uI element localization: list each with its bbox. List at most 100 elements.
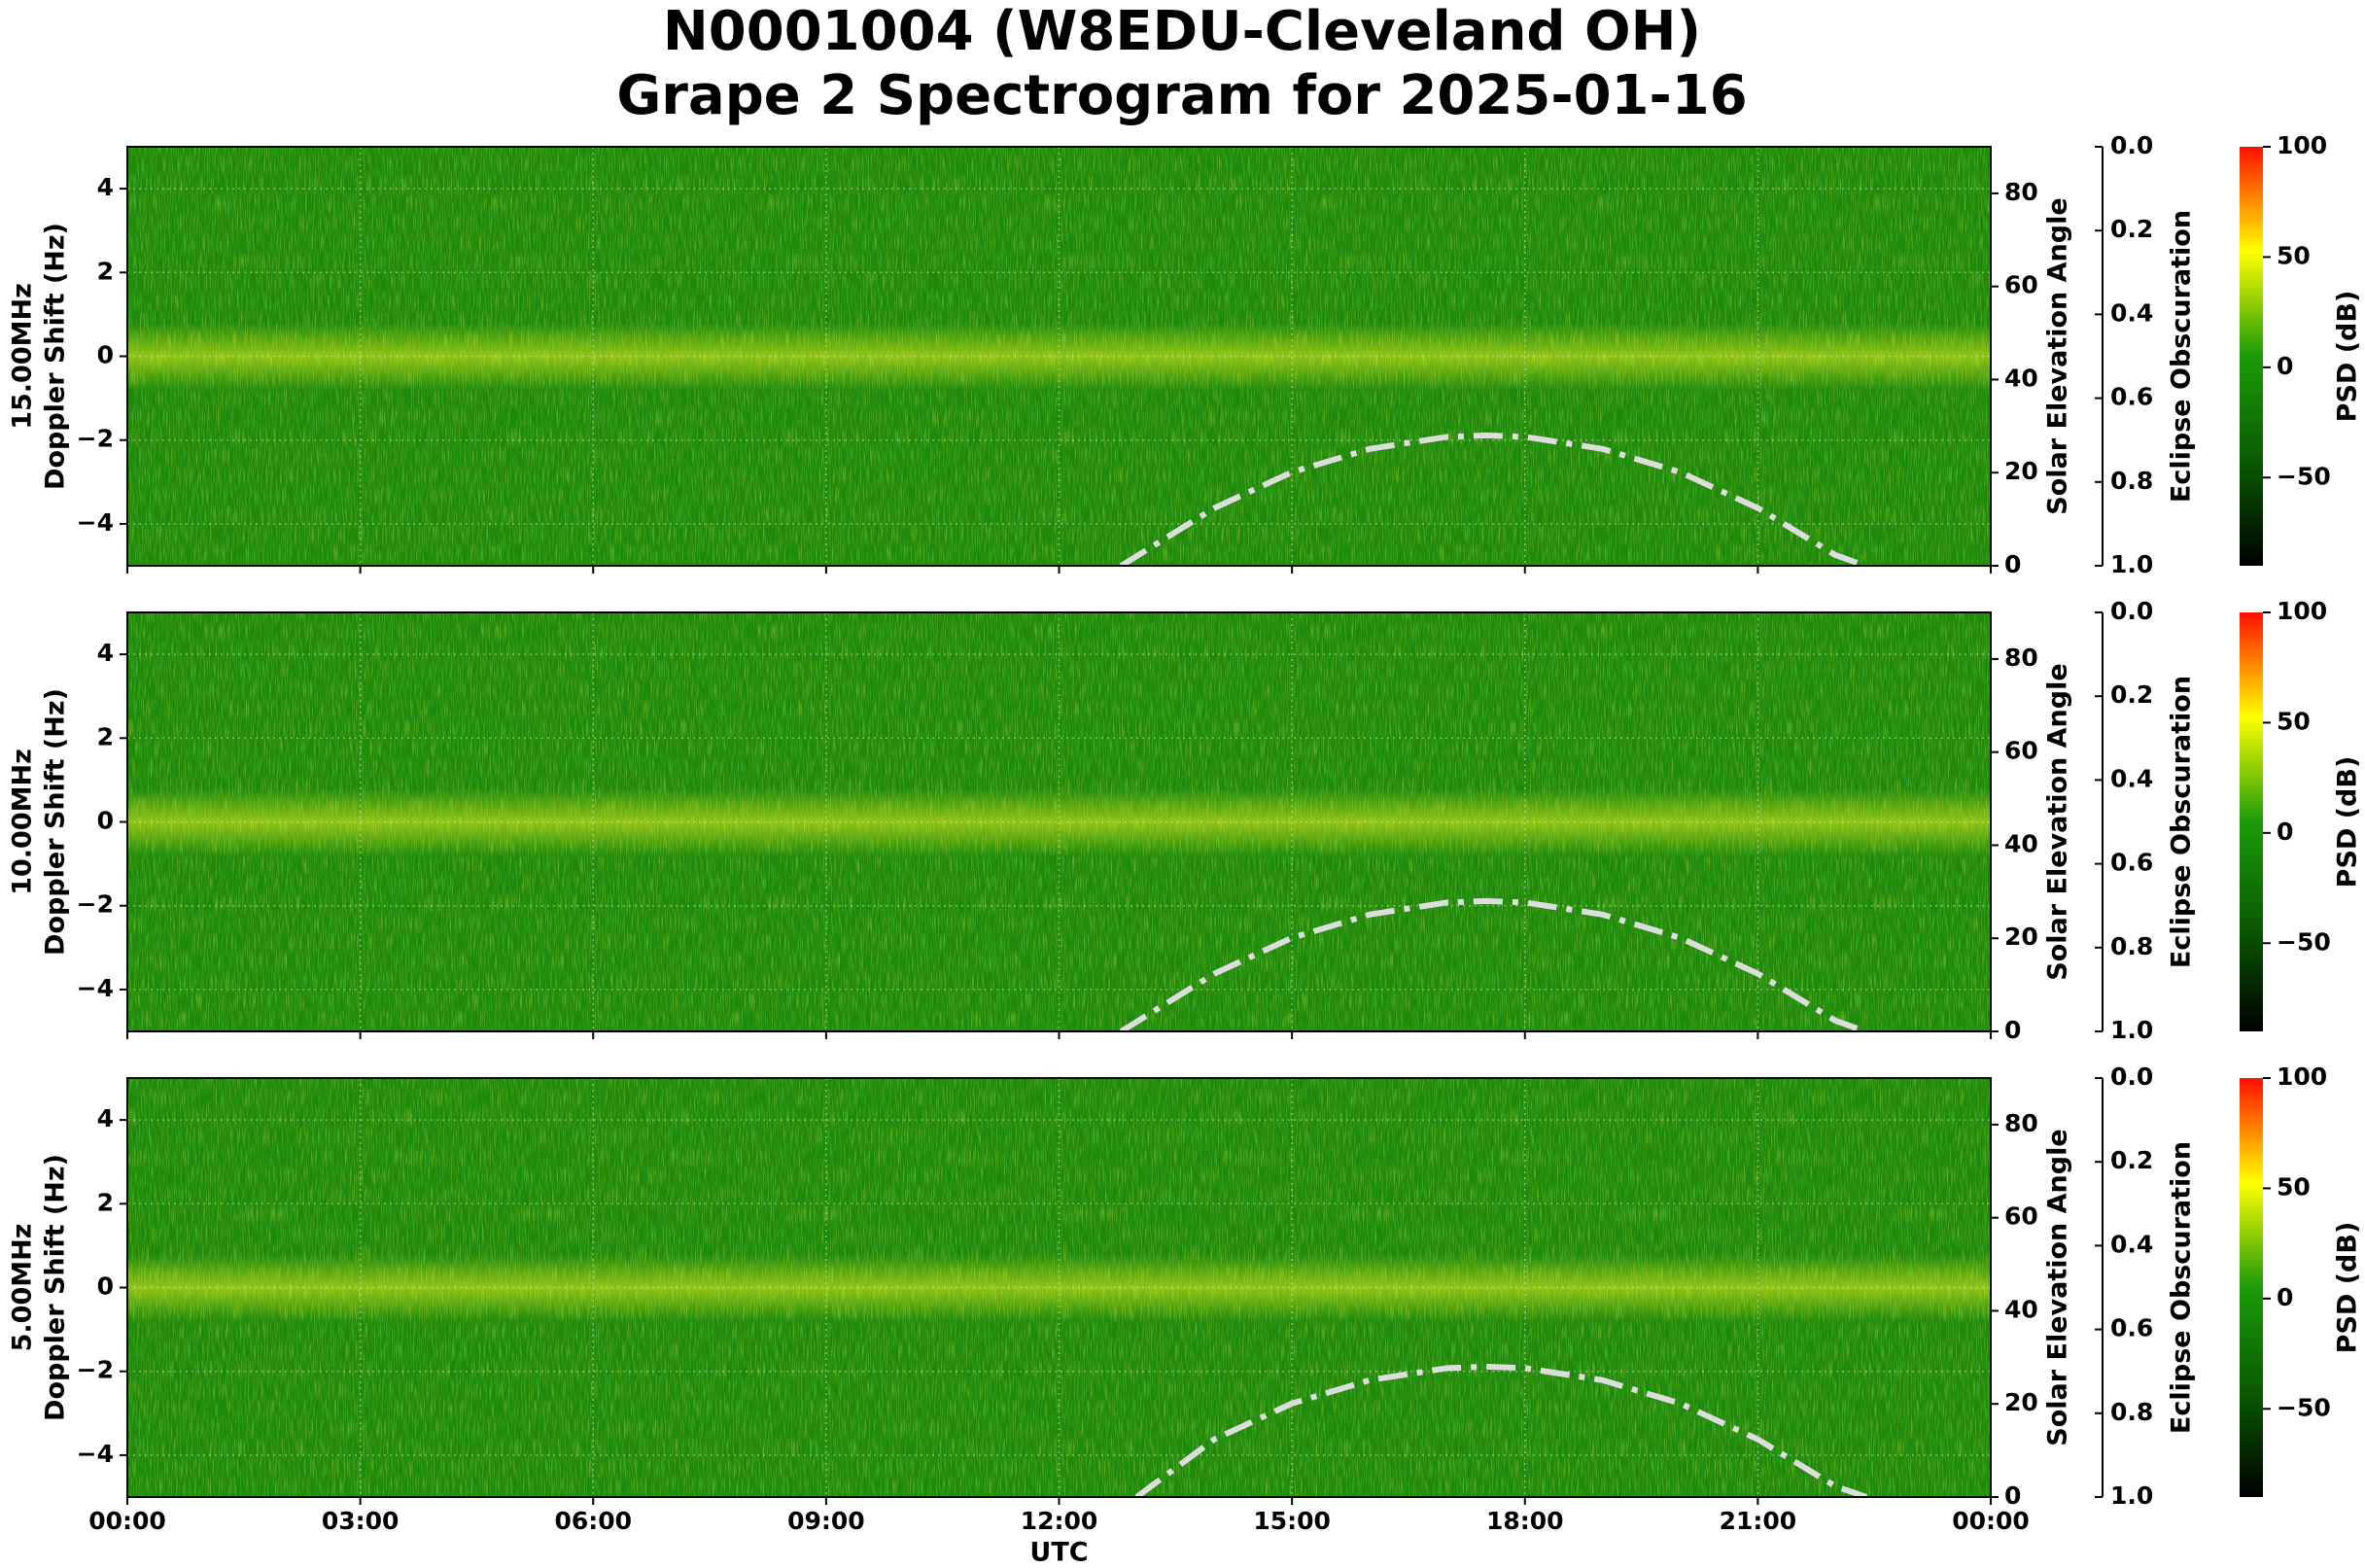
obscuration-tick-label: 1.0 [2110, 1481, 2153, 1510]
obscuration-tick-label: 0.0 [2110, 597, 2153, 625]
x-tick-label: 00:00 [1952, 1507, 2030, 1535]
y-tick-label: 0 [97, 1272, 114, 1301]
x-tick-label: 21:00 [1720, 1507, 1797, 1535]
obscuration-tick-label: 0.0 [2110, 131, 2153, 159]
colorbar-tick-label: 50 [2277, 707, 2311, 735]
y-tick-label: 4 [97, 173, 114, 201]
colorbar-label: PSD (dB) [2333, 291, 2363, 423]
y2-tick-label: 20 [2004, 1388, 2038, 1416]
y-tick-label: 2 [97, 1188, 114, 1216]
x-tick-label: 15:00 [1253, 1507, 1331, 1535]
y2-tick-label: 20 [2004, 457, 2038, 485]
colorbar-label: PSD (dB) [2333, 756, 2363, 889]
y2-tick-label: 0 [2004, 1481, 2021, 1510]
y2-tick-label: 20 [2004, 923, 2038, 951]
y-tick-label: 4 [97, 639, 114, 667]
y-tick-label: 2 [97, 722, 114, 750]
y-axis-label: Doppler Shift (Hz) [41, 688, 71, 956]
y-axis-label: Doppler Shift (Hz) [41, 1154, 71, 1421]
x-tick-label: 12:00 [1021, 1507, 1098, 1535]
obscuration-tick-label: 0.0 [2110, 1063, 2153, 1091]
obscuration-tick-label: 1.0 [2110, 550, 2153, 578]
colorbar-tick-label: 50 [2277, 1172, 2311, 1201]
y2-tick-label: 60 [2004, 737, 2038, 765]
y2-tick-label: 0 [2004, 1016, 2021, 1044]
y2-axis-label: Solar Elevation Angle [2043, 197, 2073, 514]
plot-frame [126, 1077, 1992, 1498]
y2-tick-label: 80 [2004, 1109, 2038, 1137]
obscuration-axis-label: Eclipse Obscuration [2167, 210, 2197, 503]
y2-tick-label: 40 [2004, 364, 2038, 392]
y-axis-label: 15.00MHz [8, 283, 38, 430]
x-tick-label: 00:00 [88, 1507, 166, 1535]
obscuration-tick-label: 0.6 [2110, 383, 2153, 411]
obscuration-tick-label: 0.4 [2110, 1230, 2153, 1258]
colorbar-tick-label: 0 [2277, 352, 2293, 380]
y-tick-label: −4 [77, 1440, 114, 1468]
obscuration-axis-label: Eclipse Obscuration [2167, 1141, 2197, 1434]
y-axis-label: Doppler Shift (Hz) [41, 223, 71, 490]
y-axis-label: 10.00MHz [8, 749, 38, 895]
obscuration-tick-label: 0.6 [2110, 1314, 2153, 1342]
y-tick-label: −2 [77, 1356, 114, 1384]
elevation-line [1119, 897, 1861, 1031]
plot-frame [126, 146, 1992, 567]
y2-tick-label: 40 [2004, 1295, 2038, 1323]
x-tick-label: 06:00 [554, 1507, 632, 1535]
y2-tick-label: 0 [2004, 550, 2021, 578]
colorbar [2240, 612, 2263, 1031]
obscuration-axis-label: Eclipse Obscuration [2167, 676, 2197, 968]
y-tick-label: 0 [97, 341, 114, 369]
colorbar-tick-label: 100 [2277, 597, 2327, 625]
y2-axis-label: Solar Elevation Angle [2043, 663, 2073, 980]
colorbar-tick-label: 100 [2277, 131, 2327, 159]
x-tick-label: 03:00 [322, 1507, 400, 1535]
y-tick-label: 2 [97, 257, 114, 285]
y-tick-label: 0 [97, 807, 114, 835]
obscuration-tick-label: 0.2 [2110, 215, 2153, 243]
y2-axis-label: Solar Elevation Angle [2043, 1129, 2073, 1446]
y-tick-label: 4 [97, 1104, 114, 1132]
obscuration-tick-label: 0.4 [2110, 298, 2153, 327]
spectrogram-band [127, 1254, 1991, 1321]
obscuration-tick-label: 0.2 [2110, 1146, 2153, 1174]
colorbar-tick-label: 50 [2277, 241, 2311, 269]
y2-tick-label: 80 [2004, 644, 2038, 672]
y2-tick-label: 40 [2004, 829, 2038, 857]
chart-title: Grape 2 Spectrogram for 2025-01-16 [616, 64, 1747, 127]
obscuration-tick-label: 0.2 [2110, 680, 2153, 709]
y-tick-label: −2 [77, 890, 114, 919]
elevation-line [1134, 1363, 1868, 1497]
elevation-line [1119, 432, 1861, 566]
colorbar [2240, 147, 2263, 566]
colorbar-tick-label: −50 [2277, 927, 2331, 956]
y-tick-label: −2 [77, 425, 114, 453]
x-tick-label: 18:00 [1486, 1507, 1564, 1535]
obscuration-tick-label: 1.0 [2110, 1016, 2153, 1044]
plot-frame [126, 611, 1992, 1032]
y2-tick-label: 80 [2004, 178, 2038, 206]
spectrogram-band [127, 788, 1991, 855]
obscuration-tick-label: 0.4 [2110, 764, 2153, 792]
colorbar-tick-label: −50 [2277, 1393, 2331, 1421]
obscuration-tick-label: 0.6 [2110, 849, 2153, 877]
colorbar-tick-label: 0 [2277, 818, 2293, 846]
y-tick-label: −4 [77, 508, 114, 537]
colorbar-tick-label: 100 [2277, 1063, 2327, 1091]
y2-tick-label: 60 [2004, 271, 2038, 299]
colorbar-tick-label: 0 [2277, 1283, 2293, 1311]
colorbar-tick-label: −50 [2277, 462, 2331, 490]
y-tick-label: −4 [77, 974, 114, 1002]
spectrogram-band [127, 323, 1991, 390]
x-tick-label: 09:00 [787, 1507, 865, 1535]
obscuration-tick-label: 0.8 [2110, 932, 2153, 960]
y-axis-label: 5.00MHz [8, 1224, 38, 1352]
colorbar [2240, 1078, 2263, 1497]
chart-title: N0001004 (W8EDU-Cleveland OH) [663, 0, 1701, 63]
colorbar-label: PSD (dB) [2333, 1222, 2363, 1354]
obscuration-tick-label: 0.8 [2110, 1398, 2153, 1426]
x-axis-label: UTC [1029, 1538, 1088, 1568]
y2-tick-label: 60 [2004, 1202, 2038, 1231]
obscuration-tick-label: 0.8 [2110, 467, 2153, 495]
